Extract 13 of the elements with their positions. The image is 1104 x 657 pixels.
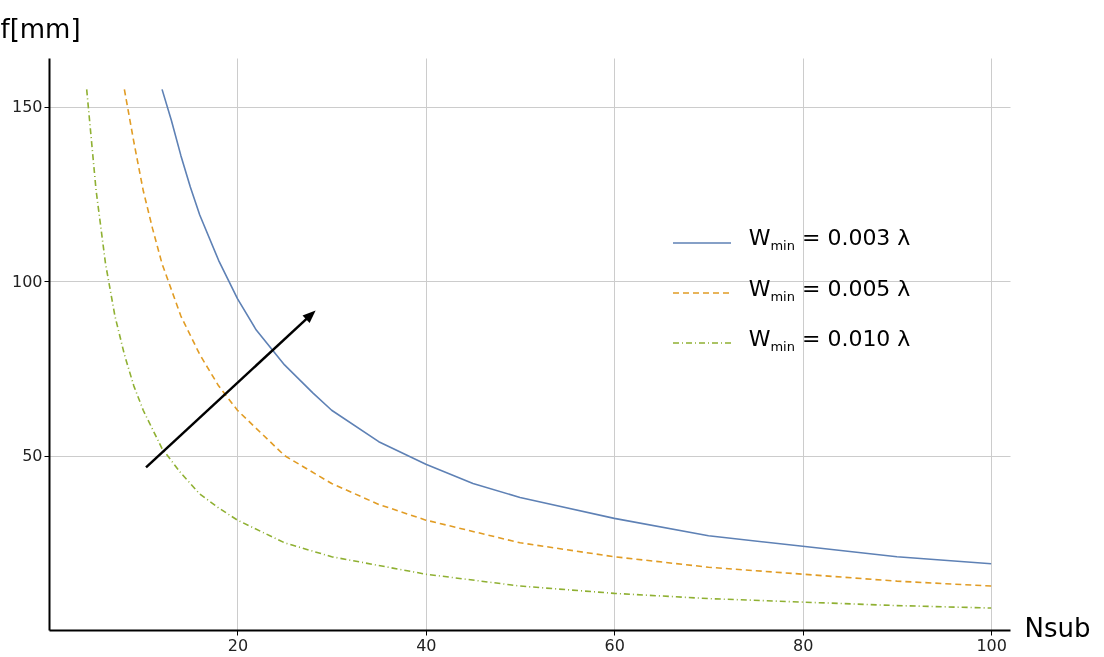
y-axis-title: f[mm] bbox=[0, 13, 81, 44]
y-tick-label: 50 bbox=[22, 446, 43, 466]
x-tick-label: 80 bbox=[793, 635, 814, 655]
y-tick-label: 150 bbox=[11, 97, 43, 117]
x-tick-label: 40 bbox=[416, 635, 437, 655]
legend-label: W$_{min}$ = 0.010 λ bbox=[748, 325, 911, 357]
x-tick-label: 60 bbox=[604, 635, 625, 655]
y-tick-label: 100 bbox=[11, 271, 43, 291]
x-axis-title: Nsub bbox=[1024, 612, 1091, 643]
legend-label: W$_{min}$ = 0.005 λ bbox=[748, 274, 911, 307]
x-tick-label: 100 bbox=[976, 635, 1007, 655]
legend-label: W$_{min}$ = 0.003 λ bbox=[748, 224, 911, 256]
x-tick-label: 20 bbox=[227, 635, 249, 655]
